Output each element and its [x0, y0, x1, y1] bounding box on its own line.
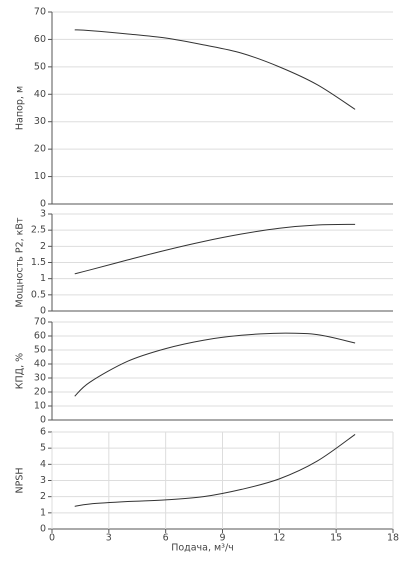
y-tick-label: 20	[34, 387, 46, 398]
x-tick-label: 18	[387, 533, 399, 544]
y-tick-label: 3	[40, 475, 46, 486]
y-tick-label: 0	[40, 306, 46, 317]
y-tick-label: 2.5	[31, 225, 46, 236]
y-axis-label: NPSH	[15, 467, 26, 493]
x-tick-label: 15	[330, 533, 342, 544]
y-tick-label: 3	[40, 209, 46, 220]
y-tick-label: 40	[34, 359, 46, 370]
x-tick-label: 9	[219, 533, 225, 544]
y-tick-label: 2	[40, 491, 46, 502]
y-tick-label: 6	[40, 427, 46, 438]
y-tick-label: 1	[40, 507, 46, 518]
y-tick-label: 1	[40, 273, 46, 284]
x-tick-label: 0	[49, 533, 55, 544]
y-tick-label: 30	[34, 373, 46, 384]
y-tick-label: 10	[34, 171, 46, 182]
x-tick-label: 12	[273, 533, 285, 544]
y-tick-label: 30	[34, 116, 46, 127]
y-axis-label: КПД, %	[15, 353, 26, 389]
y-tick-label: 0	[40, 415, 46, 426]
x-axis-label: Подача, м³/ч	[171, 543, 234, 554]
curve	[74, 29, 356, 110]
x-tick-label: 6	[163, 533, 169, 544]
y-tick-label: 60	[34, 34, 46, 45]
y-axis-label: Напор, м	[15, 86, 26, 130]
x-tick-label: 3	[106, 533, 112, 544]
y-tick-label: 60	[34, 331, 46, 342]
y-axis-label: Мощность P2, кВт	[15, 217, 26, 307]
y-tick-label: 70	[34, 7, 46, 18]
curve	[74, 332, 356, 397]
y-tick-label: 20	[34, 144, 46, 155]
y-tick-label: 10	[34, 401, 46, 412]
curve	[74, 434, 356, 507]
y-tick-label: 70	[34, 317, 46, 328]
y-tick-label: 4	[40, 459, 46, 470]
y-tick-label: 0.5	[31, 289, 46, 300]
y-tick-label: 2	[40, 241, 46, 252]
y-tick-label: 5	[40, 443, 46, 454]
y-tick-label: 0	[40, 199, 46, 210]
y-tick-label: 40	[34, 89, 46, 100]
y-tick-label: 50	[34, 345, 46, 356]
y-tick-label: 1.5	[31, 257, 46, 268]
y-tick-label: 50	[34, 61, 46, 72]
y-tick-label: 0	[40, 524, 46, 535]
curve	[74, 223, 356, 275]
